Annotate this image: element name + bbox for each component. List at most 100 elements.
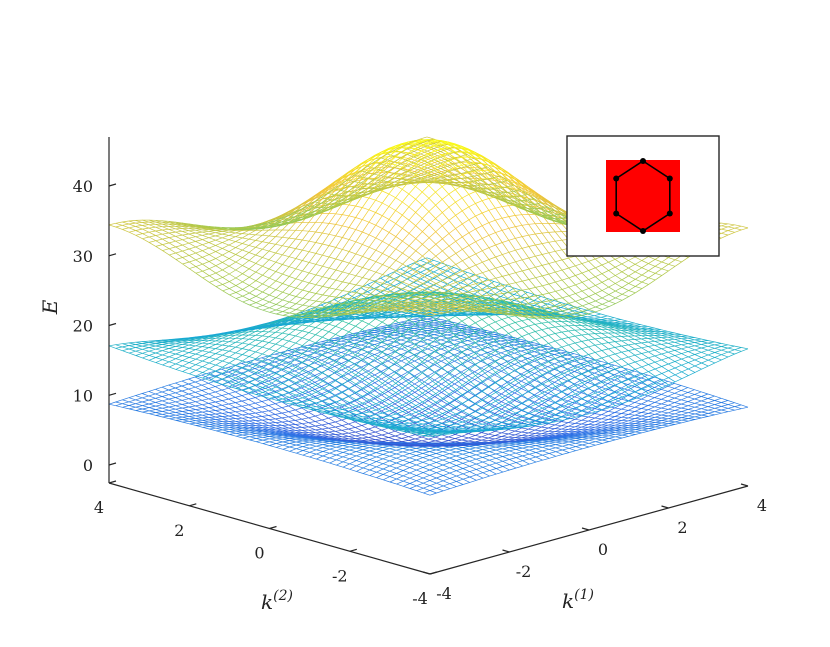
mesh-line	[675, 419, 682, 423]
mesh-line	[314, 403, 322, 409]
mesh-line	[202, 426, 210, 428]
mesh-line	[334, 402, 342, 408]
mesh-line	[228, 415, 236, 419]
mesh-line	[155, 393, 163, 397]
mesh-line	[655, 424, 662, 426]
mesh-line	[509, 452, 516, 456]
mesh-line	[688, 415, 695, 418]
mesh-line	[334, 372, 342, 378]
mesh-line	[621, 417, 629, 421]
mesh-line	[535, 456, 543, 461]
mesh-line	[155, 397, 163, 402]
mesh-line	[368, 439, 376, 441]
mesh-line	[122, 401, 129, 405]
mesh-line	[182, 407, 190, 411]
mesh-line	[429, 490, 437, 494]
mesh-line	[195, 417, 203, 419]
mesh-line	[469, 450, 477, 453]
mesh-line	[728, 409, 735, 413]
mesh-line	[322, 460, 330, 464]
mesh-line	[648, 409, 655, 412]
mesh-line	[420, 323, 428, 326]
mesh-line	[480, 334, 488, 336]
mesh-line	[474, 432, 482, 436]
mesh-line	[309, 447, 317, 451]
mesh-line	[428, 408, 436, 414]
mesh-line	[688, 419, 696, 422]
mesh-line	[268, 422, 276, 426]
mesh-line	[648, 419, 656, 423]
mesh-line	[641, 427, 649, 429]
mesh-line	[328, 417, 336, 423]
mesh-line	[535, 441, 543, 444]
mesh-line	[462, 447, 470, 450]
mesh-line	[422, 451, 430, 454]
mesh-line	[182, 418, 190, 420]
mesh-line	[468, 438, 476, 442]
mesh-line	[188, 409, 196, 411]
mesh-line	[341, 349, 348, 353]
mesh-line	[382, 465, 390, 470]
mesh-line	[488, 430, 496, 435]
mesh-line	[473, 338, 481, 342]
mesh-line	[667, 397, 675, 402]
mesh-line	[275, 403, 283, 409]
mesh-line	[502, 445, 510, 448]
mesh-line	[356, 446, 363, 449]
mesh-line	[409, 472, 417, 476]
mesh-line	[296, 450, 304, 454]
mesh-line	[681, 412, 689, 416]
mesh-line	[403, 480, 411, 484]
mesh-line	[168, 409, 176, 413]
mesh-line	[502, 444, 510, 447]
mesh-line	[228, 421, 236, 424]
mesh-line	[575, 446, 583, 450]
mesh-line	[601, 414, 609, 417]
mesh-line	[356, 443, 363, 446]
mesh-line	[587, 376, 595, 380]
mesh-line	[456, 450, 463, 453]
mesh-line	[155, 405, 163, 409]
mesh-line	[428, 423, 436, 428]
mesh-line	[309, 440, 317, 443]
mesh-line	[342, 445, 350, 448]
mesh-line	[462, 458, 470, 462]
mesh-line	[648, 405, 655, 408]
mesh-line	[201, 393, 209, 396]
mesh-line	[135, 395, 143, 399]
mesh-line	[514, 430, 522, 433]
mesh-line	[354, 393, 362, 398]
mesh-line	[648, 426, 656, 429]
mesh-line	[249, 392, 257, 395]
mesh-line	[354, 421, 362, 426]
mesh-line	[361, 401, 369, 406]
mesh-line	[408, 440, 416, 443]
mesh-line	[647, 397, 655, 402]
mesh-line	[661, 414, 669, 417]
mesh-line	[467, 367, 475, 373]
mesh-line	[462, 476, 470, 480]
mesh-line	[641, 415, 649, 418]
mesh-line	[208, 362, 216, 366]
mesh-line	[456, 470, 464, 475]
mesh-line	[514, 377, 522, 382]
mesh-line	[288, 420, 296, 422]
mesh-line	[481, 436, 489, 439]
mesh-line	[309, 449, 317, 453]
mesh-line	[195, 386, 203, 391]
mesh-line	[367, 370, 375, 376]
mesh-line	[388, 437, 396, 441]
mesh-line	[135, 399, 143, 403]
mesh-line	[448, 436, 456, 439]
mesh-line	[188, 412, 196, 414]
mesh-line	[527, 370, 535, 374]
mesh-line	[155, 396, 163, 399]
mesh-line	[248, 412, 256, 415]
mesh-line	[289, 439, 297, 441]
mesh-line	[255, 411, 263, 414]
mesh-line	[407, 343, 415, 347]
mesh-line	[235, 405, 243, 408]
mesh-line	[368, 426, 376, 430]
mesh-line	[688, 405, 695, 408]
mesh-line	[289, 400, 297, 404]
